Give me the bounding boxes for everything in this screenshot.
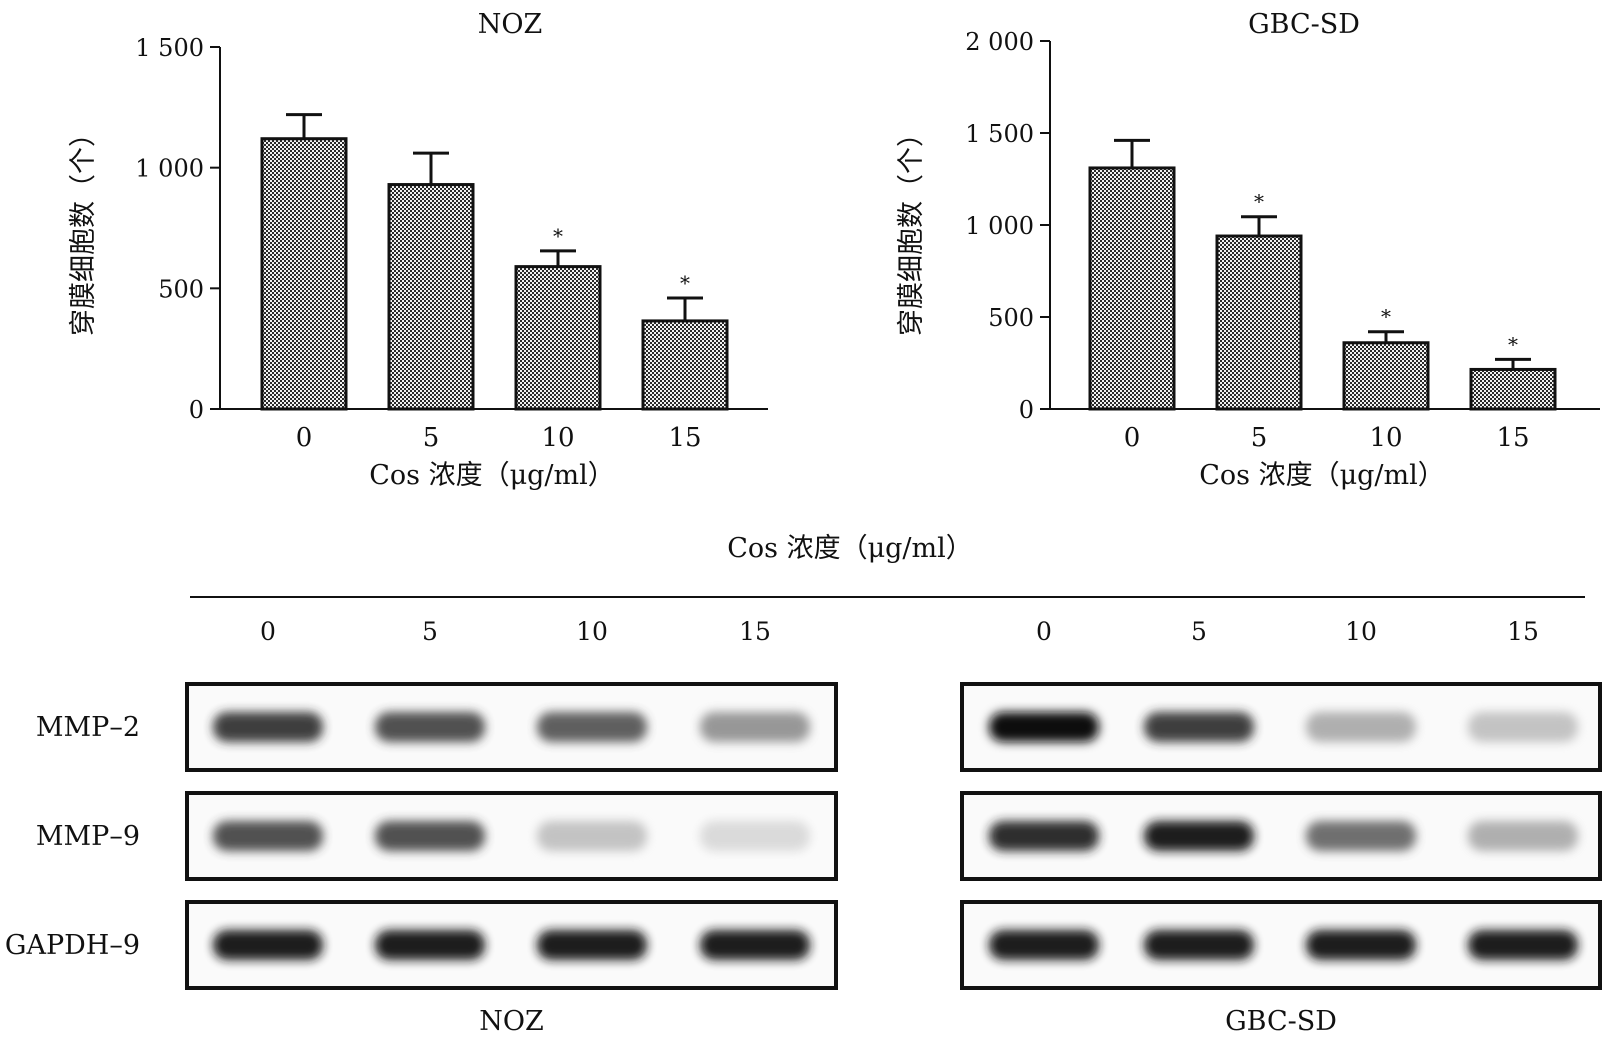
y-tick-label: 2 000 — [965, 28, 1034, 56]
significance-marker: * — [1381, 305, 1391, 329]
y-tick-label: 500 — [158, 275, 204, 303]
plot-area: 0 500 1 000 1 500 0 5 * 10 * 15 — [135, 34, 768, 453]
x-tick-label: 10 — [541, 423, 574, 453]
protein-band — [375, 712, 485, 742]
chart-noz: NOZ 穿膜细胞数（个） Cos 浓度（μg/ml） 0 500 1 000 1 50… — [68, 9, 768, 491]
lane-label: 0 — [260, 617, 276, 646]
blot-panels: NOZ GBC-SD — [185, 682, 1602, 1037]
significance-marker: * — [1508, 332, 1518, 356]
protein-band — [537, 930, 647, 960]
protein-band — [1306, 930, 1416, 960]
protein-band — [375, 930, 485, 960]
bar — [260, 137, 348, 411]
protein-band — [537, 712, 647, 742]
protein-band — [700, 930, 810, 960]
bar — [1088, 166, 1176, 411]
protein-band — [213, 821, 323, 851]
protein-band — [700, 712, 810, 742]
protein-band — [1468, 712, 1578, 742]
x-axis-label: Cos 浓度（μg/ml） — [1199, 460, 1445, 491]
blot-panel-label: GBC-SD — [1225, 1006, 1337, 1037]
x-tick-label: 15 — [668, 423, 701, 453]
blot-row-label: MMP–9 — [36, 821, 140, 852]
protein-band — [1144, 821, 1254, 851]
blot-panel: GBC-SD — [960, 682, 1602, 1037]
x-tick-label: 5 — [1251, 423, 1268, 453]
lane-label: 15 — [739, 617, 771, 646]
lane-label: 5 — [422, 617, 438, 646]
protein-band — [700, 821, 810, 851]
y-tick-label: 1 000 — [135, 155, 204, 183]
protein-band — [1306, 712, 1416, 742]
chart-title: GBC-SD — [1248, 9, 1360, 40]
bar — [514, 265, 602, 411]
protein-band — [1144, 712, 1254, 742]
protein-band — [1468, 930, 1578, 960]
lane-label: 15 — [1507, 617, 1539, 646]
row-labels: MMP–2 MMP–9 GAPDH–9 — [5, 712, 140, 961]
protein-band — [1306, 821, 1416, 851]
protein-band — [989, 712, 1099, 742]
protein-band — [213, 930, 323, 960]
blot-header: Cos 浓度（μg/ml） — [727, 533, 973, 564]
y-axis-label: 穿膜细胞数（个） — [68, 120, 99, 336]
lane-label: 10 — [576, 617, 608, 646]
bar — [641, 319, 729, 411]
x-tick-label: 15 — [1496, 423, 1529, 453]
protein-band — [1468, 821, 1578, 851]
y-tick-label: 0 — [1019, 396, 1034, 424]
significance-marker: * — [680, 271, 690, 295]
y-tick-label: 1 000 — [965, 212, 1034, 240]
protein-band — [1144, 930, 1254, 960]
lane-label: 0 — [1036, 617, 1052, 646]
lane-label: 5 — [1191, 617, 1207, 646]
blot-panel: NOZ — [185, 682, 838, 1037]
western-blot: Cos 浓度（μg/ml） 0 5 10 15 0 5 10 15 MMP–2 MMP–9 GAP… — [5, 533, 1602, 1037]
y-tick-label: 500 — [988, 304, 1034, 332]
chart-title: NOZ — [478, 9, 543, 40]
significance-marker: * — [553, 224, 563, 248]
x-tick-label: 0 — [1124, 423, 1141, 453]
lane-labels: 0 5 10 15 0 5 10 15 — [260, 617, 1539, 646]
bar — [1215, 234, 1303, 411]
y-axis-label: 穿膜细胞数（个） — [896, 120, 927, 336]
blot-row-label: MMP–2 — [36, 712, 140, 743]
x-tick-label: 0 — [296, 423, 313, 453]
bar — [1342, 341, 1430, 411]
y-tick-label: 1 500 — [965, 120, 1034, 148]
plot-area: 0 500 1 000 1 500 2 000 0 * 5 * 10 * 15 — [965, 28, 1600, 453]
significance-marker: * — [1254, 190, 1264, 214]
blot-panel-label: NOZ — [479, 1006, 544, 1037]
x-axis-label: Cos 浓度（μg/ml） — [369, 460, 615, 491]
x-tick-label: 5 — [423, 423, 440, 453]
chart-gbc-sd: GBC-SD 穿膜细胞数（个） Cos 浓度（μg/ml） 0 500 1 000 1… — [896, 9, 1600, 491]
lane-label: 10 — [1345, 617, 1377, 646]
blot-row-label: GAPDH–9 — [5, 930, 140, 961]
x-tick-label: 10 — [1369, 423, 1402, 453]
bar — [387, 183, 475, 411]
protein-band — [375, 821, 485, 851]
protein-band — [213, 712, 323, 742]
y-tick-label: 0 — [189, 396, 204, 424]
protein-band — [989, 821, 1099, 851]
y-tick-label: 1 500 — [135, 34, 204, 62]
protein-band — [989, 930, 1099, 960]
protein-band — [537, 821, 647, 851]
bar — [1469, 367, 1557, 411]
